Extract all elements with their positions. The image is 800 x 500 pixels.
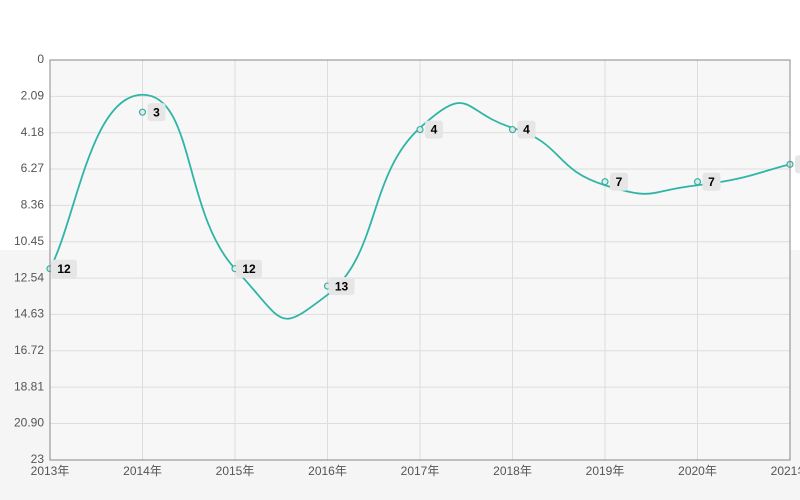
point-label: 4: [431, 123, 438, 137]
svg-text:2020年: 2020年: [678, 464, 717, 478]
svg-text:20.90: 20.90: [14, 416, 44, 430]
data-point: [602, 179, 608, 185]
chart-container: 2012到2021年中国科学技术大学制冷及低温工程研究生排名 排名 02.094…: [0, 0, 800, 500]
svg-text:2016年: 2016年: [308, 464, 347, 478]
chart-svg: 0 2.09 4.18 6.27 8.36 10.45 12.54 14.63 16.72 18.…: [0, 0, 800, 500]
svg-text:0: 0: [37, 52, 44, 66]
svg-text:2015年: 2015年: [216, 464, 255, 478]
svg-text:18.81: 18.81: [14, 379, 44, 393]
data-point: [417, 127, 423, 133]
point-label: 12: [242, 262, 256, 276]
svg-text:2021年: 2021年: [771, 464, 800, 478]
point-label: 7: [708, 175, 715, 189]
svg-text:6.27: 6.27: [21, 161, 45, 175]
point-label: 13: [335, 279, 349, 293]
data-point: [140, 109, 146, 115]
point-label: 7: [616, 175, 623, 189]
svg-text:14.63: 14.63: [14, 307, 44, 321]
svg-text:2.09: 2.09: [21, 89, 45, 103]
point-label-bg: [795, 155, 800, 173]
svg-text:2018年: 2018年: [493, 464, 532, 478]
svg-text:16.72: 16.72: [14, 343, 44, 357]
point-label: 4: [523, 123, 530, 137]
data-point: [510, 127, 516, 133]
svg-text:4.18: 4.18: [21, 125, 45, 139]
svg-text:2019年: 2019年: [586, 464, 625, 478]
svg-text:2013年: 2013年: [31, 464, 70, 478]
svg-text:10.45: 10.45: [14, 234, 44, 248]
svg-text:12.54: 12.54: [14, 270, 44, 284]
data-point: [695, 179, 701, 185]
point-label: 3: [153, 105, 160, 119]
svg-text:8.36: 8.36: [21, 198, 45, 212]
svg-text:2014年: 2014年: [123, 464, 162, 478]
point-label: 12: [57, 262, 71, 276]
svg-text:2017年: 2017年: [401, 464, 440, 478]
